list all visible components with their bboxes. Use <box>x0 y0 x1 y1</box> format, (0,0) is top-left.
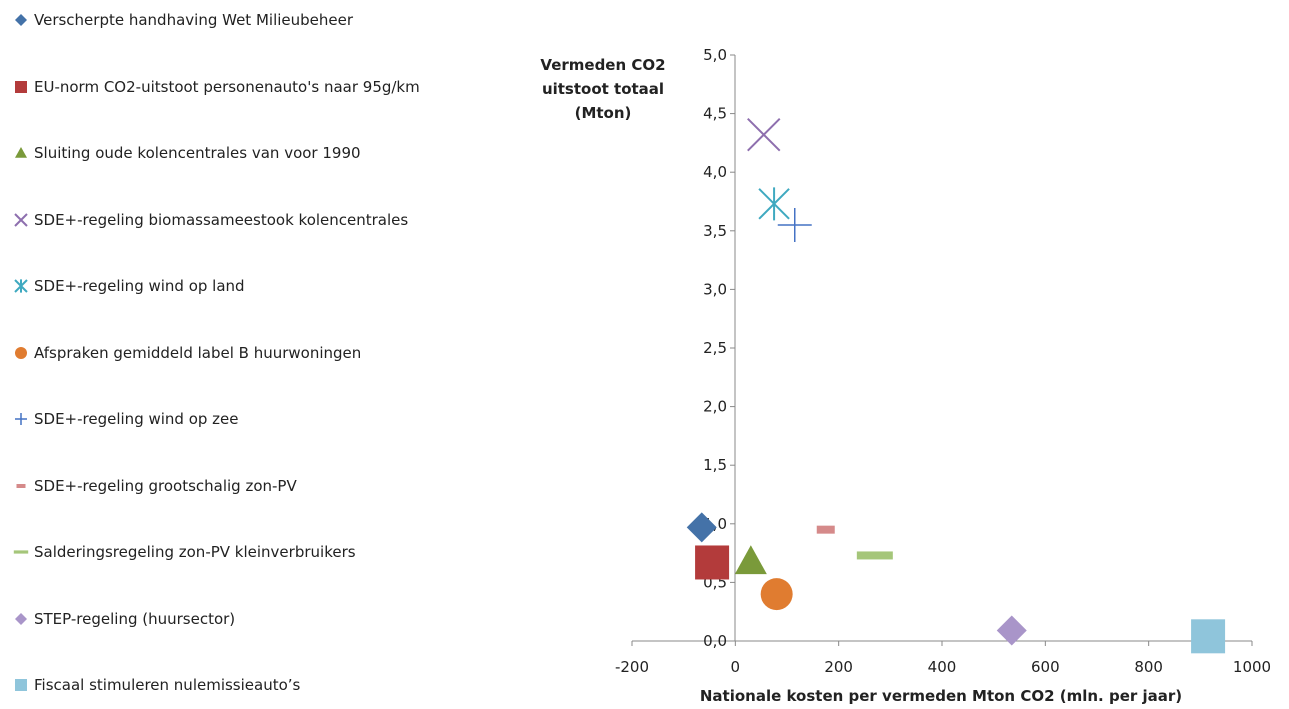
legend-item: SDE+-regeling wind op land <box>12 276 245 296</box>
legend-item: SDE+-regeling grootschalig zon-PV <box>12 476 297 496</box>
legend-marker <box>15 612 27 625</box>
legend-item: STEP-regeling (huursector) <box>12 609 235 629</box>
legend-item: Salderingsregeling zon-PV kleinverbruike… <box>12 542 356 562</box>
legend-marker <box>15 147 27 158</box>
chart-legend: Verscherpte handhaving Wet Milieubeheer E… <box>12 0 532 709</box>
legend-marker <box>15 80 27 93</box>
y-tick-label: 4,0 <box>703 163 727 181</box>
legend-label: Afspraken gemiddeld label B huurwoningen <box>34 343 362 362</box>
legend-label: SDE+-regeling biomassameestook kolencent… <box>34 210 409 229</box>
y-tick-label: 0,0 <box>703 632 727 650</box>
y-tick-label: 2,5 <box>703 339 727 357</box>
x-tick-label: 1000 <box>1233 658 1271 676</box>
legend-marker <box>14 212 28 227</box>
data-point <box>747 117 781 152</box>
legend-marker-icon <box>15 14 27 26</box>
legend-marker <box>15 413 27 425</box>
legend-marker-icon <box>14 279 28 293</box>
legend-item: Verscherpte handhaving Wet Milieubeheer <box>12 10 353 30</box>
x-tick-label: 400 <box>928 658 957 676</box>
legend-marker-icon <box>15 346 27 359</box>
legend-marker-icon <box>15 413 27 425</box>
legend-marker <box>14 279 28 293</box>
legend-marker <box>15 679 27 691</box>
y-axis-label: Vermeden CO2 <box>540 56 665 74</box>
x-tick-label: 200 <box>824 658 853 676</box>
legend-marker <box>15 14 27 26</box>
legend-marker-icon <box>15 612 27 625</box>
legend-marker-icon <box>13 550 29 554</box>
x-tick-label: 0 <box>731 658 741 676</box>
y-tick-label: 1,5 <box>703 456 727 474</box>
legend-item: SDE+-regeling wind op zee <box>12 409 239 429</box>
legend-marker-icon <box>15 80 27 93</box>
data-point <box>816 525 835 534</box>
legend-item: SDE+-regeling biomassameestook kolencent… <box>12 210 408 230</box>
legend-label: Sluiting oude kolencentrales van voor 19… <box>34 144 361 162</box>
legend-item: Fiscaal stimuleren nulemissieauto’s <box>12 675 300 695</box>
y-tick-label: 2,0 <box>703 398 727 416</box>
data-point <box>695 545 730 580</box>
legend-marker-icon <box>15 679 27 691</box>
x-tick-label: 600 <box>1031 658 1060 676</box>
legend-item: Afspraken gemiddeld label B huurwoningen <box>12 343 361 363</box>
legend-marker-icon <box>14 212 28 227</box>
data-point <box>760 578 793 611</box>
legend-label: SDE+-regeling wind op land <box>34 277 245 295</box>
data-point <box>777 207 812 242</box>
legend-item: EU-norm CO2-uitstoot personenauto's naar… <box>12 77 420 97</box>
legend-label: Verscherpte handhaving Wet Milieubeheer <box>34 11 354 29</box>
data-point <box>1191 619 1226 654</box>
y-tick-label: 3,5 <box>703 222 727 240</box>
y-axis-label: uitstoot totaal <box>542 80 664 98</box>
x-axis-label: Nationale kosten per vermeden Mton CO2 (… <box>700 687 1182 705</box>
legend-marker <box>13 550 29 554</box>
y-tick-label: 3,0 <box>703 280 727 298</box>
legend-label: EU-norm CO2-uitstoot personenauto's naar… <box>34 77 420 96</box>
data-point <box>856 551 893 560</box>
legend-marker <box>16 483 26 488</box>
legend-label: STEP-regeling (huursector) <box>34 609 236 628</box>
data-point <box>734 545 767 575</box>
y-tick-label: 5,0 <box>703 46 727 64</box>
data-point <box>758 187 790 221</box>
legend-label: Fiscaal stimuleren nulemissieauto’s <box>34 676 301 694</box>
data-point <box>996 615 1027 646</box>
x-tick-label: 800 <box>1134 658 1163 676</box>
y-tick-label: 4,5 <box>703 105 727 123</box>
legend-marker-icon <box>16 483 26 488</box>
legend-marker-icon <box>15 147 27 158</box>
x-tick-label: -200 <box>615 658 649 676</box>
legend-label: SDE+-regeling grootschalig zon-PV <box>34 476 297 495</box>
legend-label: SDE+-regeling wind op zee <box>34 410 239 428</box>
data-point <box>686 512 717 543</box>
legend-marker <box>15 346 27 359</box>
legend-item: Sluiting oude kolencentrales van voor 19… <box>12 143 361 163</box>
y-axis-label: (Mton) <box>575 104 632 122</box>
legend-label: Salderingsregeling zon-PV kleinverbruike… <box>34 543 356 561</box>
